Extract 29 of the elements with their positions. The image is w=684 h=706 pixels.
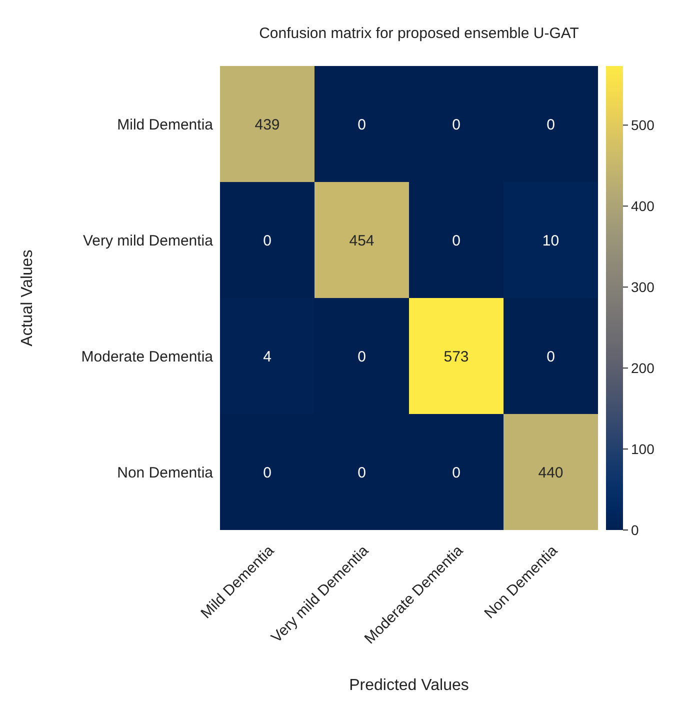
data-label: 573 [444, 348, 469, 366]
color-bar-label: 500 [631, 117, 655, 134]
data-label: 0 [358, 116, 366, 134]
chart-title: Confusion matrix for proposed ensemble U-GAT [259, 25, 579, 42]
data-label: 440 [538, 464, 564, 482]
y-tick-label: Non Dementia [117, 464, 214, 482]
data-label: 4 [263, 348, 272, 366]
data-label: 0 [452, 464, 460, 482]
data-label: 0 [358, 464, 366, 482]
y-tick-label: Mild Dementia [117, 116, 214, 134]
color-bar-label: 200 [631, 360, 655, 376]
color-bar-label: 400 [631, 198, 655, 214]
data-label: 10 [542, 232, 560, 250]
x-axis-title: Predicted Values [349, 677, 469, 694]
data-label: 454 [349, 232, 374, 250]
y-tick-label: Moderate Dementia [81, 348, 214, 366]
data-label: 439 [254, 116, 280, 134]
data-label: 0 [452, 232, 460, 250]
y-tick-label: Very mild Dementia [82, 232, 214, 250]
data-label: 0 [263, 464, 272, 482]
color-bar-label: 100 [631, 440, 655, 457]
data-label: 0 [546, 348, 555, 366]
data-label: 0 [358, 348, 366, 366]
color-bar-label: 0 [631, 522, 639, 538]
color-bar-label: 300 [631, 278, 655, 295]
data-label: 0 [452, 116, 460, 134]
y-axis-title: Actual Values [19, 250, 36, 346]
data-label: 0 [263, 232, 272, 250]
data-label: 0 [546, 116, 555, 134]
